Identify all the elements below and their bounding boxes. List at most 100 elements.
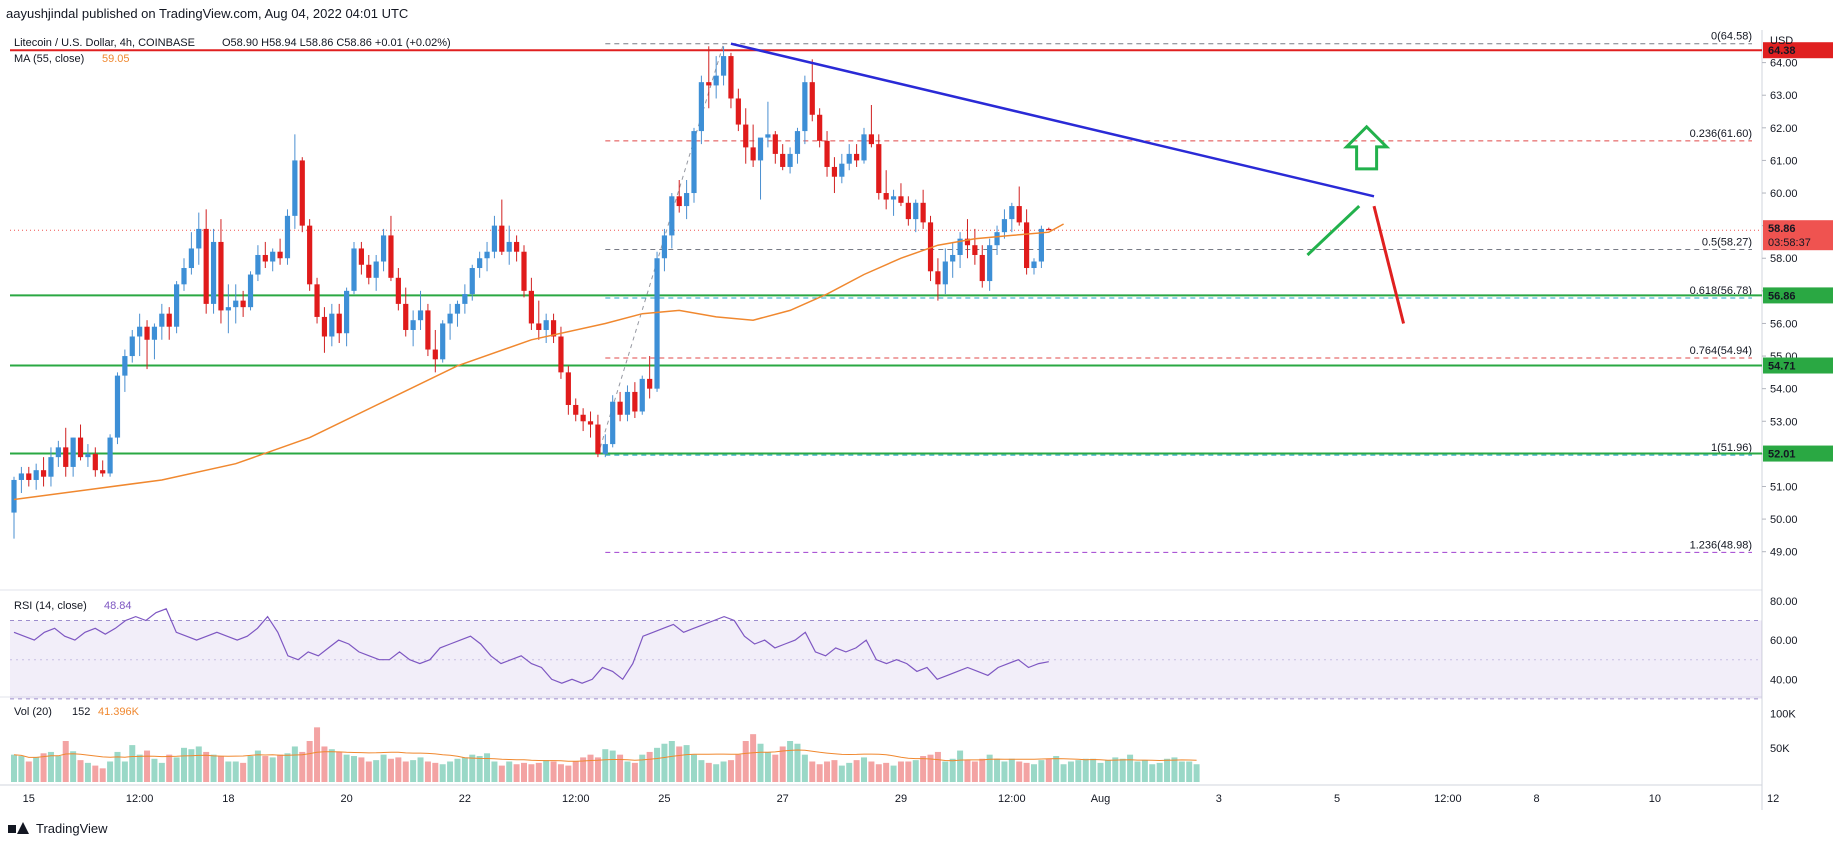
- volume-bar: [306, 741, 313, 782]
- footer-brand: TradingView: [36, 821, 108, 836]
- candle-body: [114, 375, 121, 438]
- volume-bar: [410, 760, 417, 782]
- volume-bar: [506, 761, 513, 782]
- volume-bar: [469, 754, 476, 782]
- time-tick-label: 12:00: [562, 793, 590, 805]
- volume-bar: [528, 764, 535, 782]
- volume-bar: [1075, 760, 1082, 782]
- candle: [757, 137, 764, 200]
- volume-bar: [432, 762, 439, 782]
- trendline-descending: [730, 42, 1375, 198]
- candle-body: [92, 453, 98, 471]
- time-tick-label: 12:00: [998, 793, 1026, 805]
- candle: [344, 287, 350, 347]
- volume-bar: [979, 758, 986, 782]
- candle: [151, 323, 158, 360]
- volume-bar: [247, 756, 254, 782]
- volume-bar: [565, 765, 572, 782]
- volume-bar: [84, 762, 91, 782]
- volume-bar: [358, 757, 365, 782]
- candle-body: [987, 245, 993, 282]
- candle: [691, 127, 697, 203]
- time-tick-label: 22: [459, 793, 471, 805]
- candle: [617, 391, 623, 422]
- volume-bar: [158, 762, 165, 782]
- candle-body: [684, 193, 690, 207]
- candle-body: [728, 56, 734, 99]
- candle-body: [809, 82, 815, 115]
- candle-body: [336, 313, 342, 334]
- candle: [40, 457, 47, 487]
- candle-body: [454, 303, 461, 314]
- up-arrow-icon: [1342, 124, 1391, 171]
- candle-body: [691, 131, 697, 194]
- volume-bar: [62, 741, 69, 782]
- volume-bar: [299, 751, 306, 782]
- candle-body: [299, 160, 305, 226]
- candle: [713, 56, 719, 99]
- candle-body: [669, 196, 675, 236]
- price-tick-label: 64.00: [1770, 58, 1798, 70]
- rsi-tick-label: 80.00: [1770, 596, 1798, 608]
- volume-bar: [1149, 764, 1156, 782]
- volume-bar: [225, 761, 232, 782]
- tradingview-logo-icon: [8, 822, 30, 835]
- volume-bar: [447, 761, 454, 782]
- candle-body: [831, 166, 838, 177]
- price-axis-currency: USD: [1770, 35, 1793, 47]
- candle-body: [713, 75, 719, 86]
- candle: [425, 303, 431, 357]
- support-price-label: 52.01: [1768, 449, 1796, 461]
- candle: [780, 144, 786, 171]
- price-tick-label: 56.00: [1770, 318, 1798, 330]
- candle: [632, 382, 638, 419]
- volume-bar: [735, 754, 742, 782]
- candle: [188, 232, 194, 275]
- candle-body: [129, 336, 135, 357]
- candle-body: [565, 372, 571, 405]
- candle: [580, 408, 586, 432]
- candle-body: [63, 447, 69, 467]
- candle: [1001, 209, 1008, 239]
- candle: [743, 108, 749, 164]
- candle: [77, 424, 84, 461]
- candle: [1046, 227, 1052, 231]
- time-tick-label: 8: [1534, 793, 1540, 805]
- volume-bar: [203, 751, 210, 782]
- candle-body: [890, 196, 897, 200]
- candle: [417, 290, 424, 330]
- candle: [1016, 186, 1022, 226]
- time-tick-label: 25: [658, 793, 670, 805]
- volume-bar: [1001, 761, 1008, 782]
- candle-body: [218, 241, 224, 311]
- volume-bar: [875, 764, 882, 782]
- candle: [854, 144, 860, 167]
- volume-ma-line: [13, 749, 1197, 762]
- volume-bar: [107, 761, 114, 782]
- candle-body: [1046, 228, 1052, 231]
- candle-body: [757, 137, 764, 161]
- volume-bar: [957, 750, 964, 782]
- candle-body: [868, 134, 874, 145]
- volume-bar: [1045, 758, 1052, 782]
- volume-bar: [166, 754, 173, 782]
- candle-body: [528, 290, 534, 324]
- volume-bar: [129, 745, 136, 782]
- candle: [728, 52, 734, 109]
- volume-bar: [713, 764, 720, 782]
- candle-body: [624, 391, 631, 415]
- candle-body: [854, 153, 860, 161]
- volume-bar: [99, 768, 106, 782]
- candle: [262, 241, 268, 269]
- volume-bar: [831, 760, 838, 782]
- candle-body: [883, 193, 889, 200]
- volume-bar: [195, 746, 202, 782]
- candle-body: [661, 235, 668, 259]
- candle-body: [26, 473, 32, 480]
- legend-symbol: Litecoin / U.S. Dollar, 4h, COINBASE: [14, 37, 195, 49]
- candle-body: [787, 153, 793, 167]
- candle: [181, 258, 187, 291]
- candle-body: [580, 414, 586, 422]
- volume-bar: [720, 761, 727, 782]
